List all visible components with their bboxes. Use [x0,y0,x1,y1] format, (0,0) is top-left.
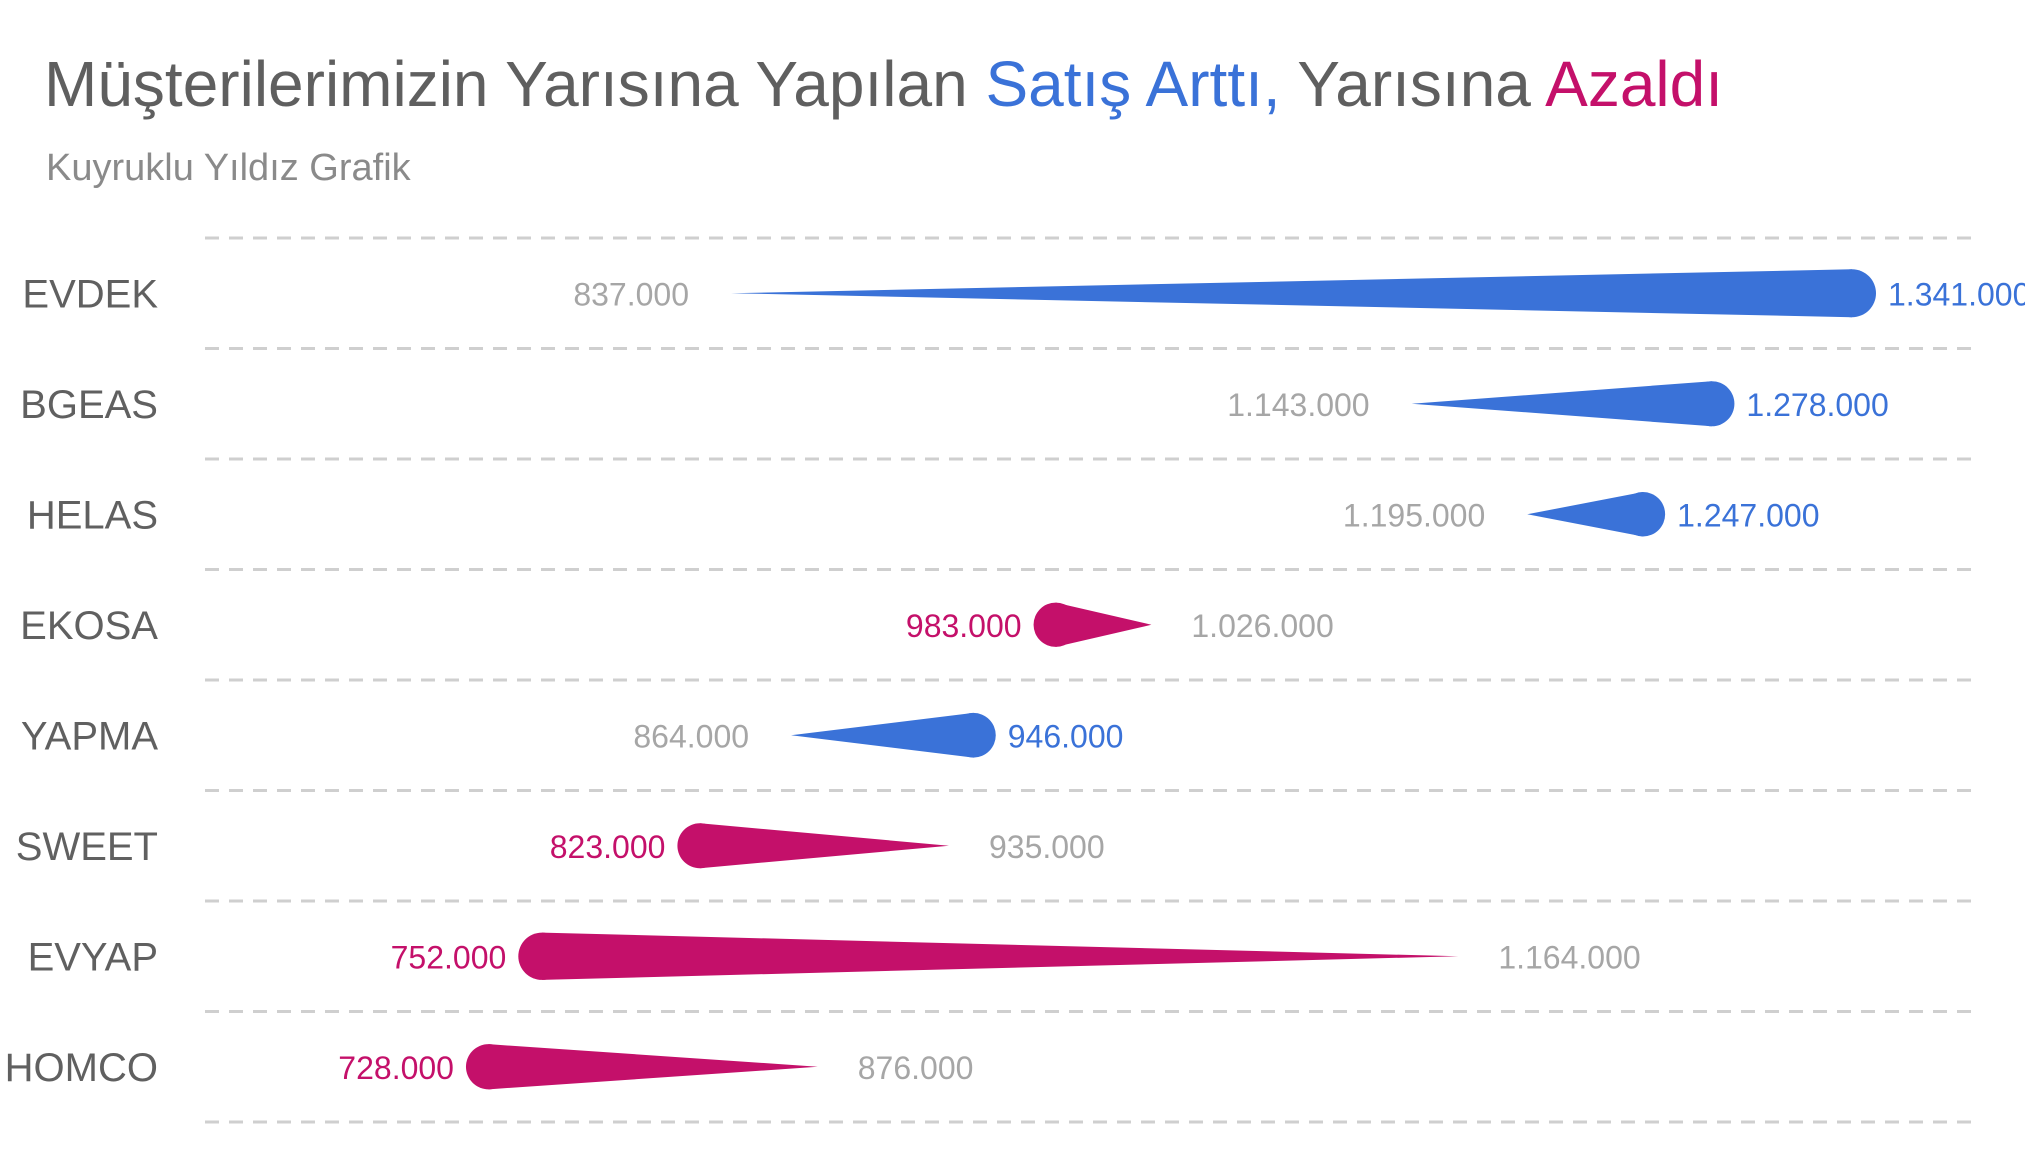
comet-head [465,1044,512,1090]
end-value-label: 728.000 [338,1050,454,1086]
end-value-label: 983.000 [906,608,1022,644]
start-value-label: 935.000 [989,829,1105,865]
start-value-label: 864.000 [633,718,749,754]
grid-layer [205,236,1975,1124]
category-label: EVYAP [28,935,158,979]
comet-layer [465,269,1876,1090]
comet-head [1689,381,1735,427]
title-part-decrease: Azaldı [1545,48,1723,120]
comet-tail [1055,602,1152,647]
end-value-label: 1.278.000 [1746,387,1888,423]
category-label: SWEET [16,825,158,869]
label-layer: EVDEK 837.000 1.341.000 BGEAS 1.143.000 1.278… [5,272,2025,1090]
comet-tail [488,1044,818,1090]
start-value-label: 1.195.000 [1343,497,1485,533]
category-label: EKOSA [20,604,158,648]
start-value-label: 1.026.000 [1191,608,1333,644]
comet-tail [541,932,1459,980]
start-value-label: 876.000 [858,1050,974,1086]
chart-subtitle: Kuyruklu Yıldız Grafik [46,147,412,189]
comet-tail [731,269,1852,318]
chart-title: Müşterilerimizin Yarısına Yapılan Satış … [44,48,1723,120]
comet-tail [699,823,949,869]
start-value-label: 1.143.000 [1227,387,1369,423]
category-label: EVDEK [22,272,158,316]
end-value-label: 1.341.000 [1888,276,2025,312]
category-label: YAPMA [21,714,158,758]
start-value-label: 1.164.000 [1498,939,1640,975]
category-label: HELAS [27,493,158,537]
title-part-increase: Satış Arttı, [985,48,1280,120]
comet-tail [1527,492,1643,537]
category-label: HOMCO [5,1046,158,1090]
end-value-label: 823.000 [550,829,666,865]
comet-tail [791,712,974,758]
comet-head [518,932,566,980]
comet-head [1828,269,1876,318]
comet-head [1620,492,1666,537]
end-value-label: 1.247.000 [1677,497,1819,533]
comet-head [951,712,996,758]
title-part-3: Yarısına [1281,48,1545,120]
end-value-label: 946.000 [1008,718,1124,754]
category-label: BGEAS [20,383,158,427]
comet-head [677,823,723,869]
start-value-label: 837.000 [573,276,689,312]
title-part-1: Müşterilerimizin Yarısına Yapılan [44,48,985,120]
end-value-label: 752.000 [391,939,507,975]
comet-tail [1411,381,1712,427]
comet-head [1033,602,1078,647]
